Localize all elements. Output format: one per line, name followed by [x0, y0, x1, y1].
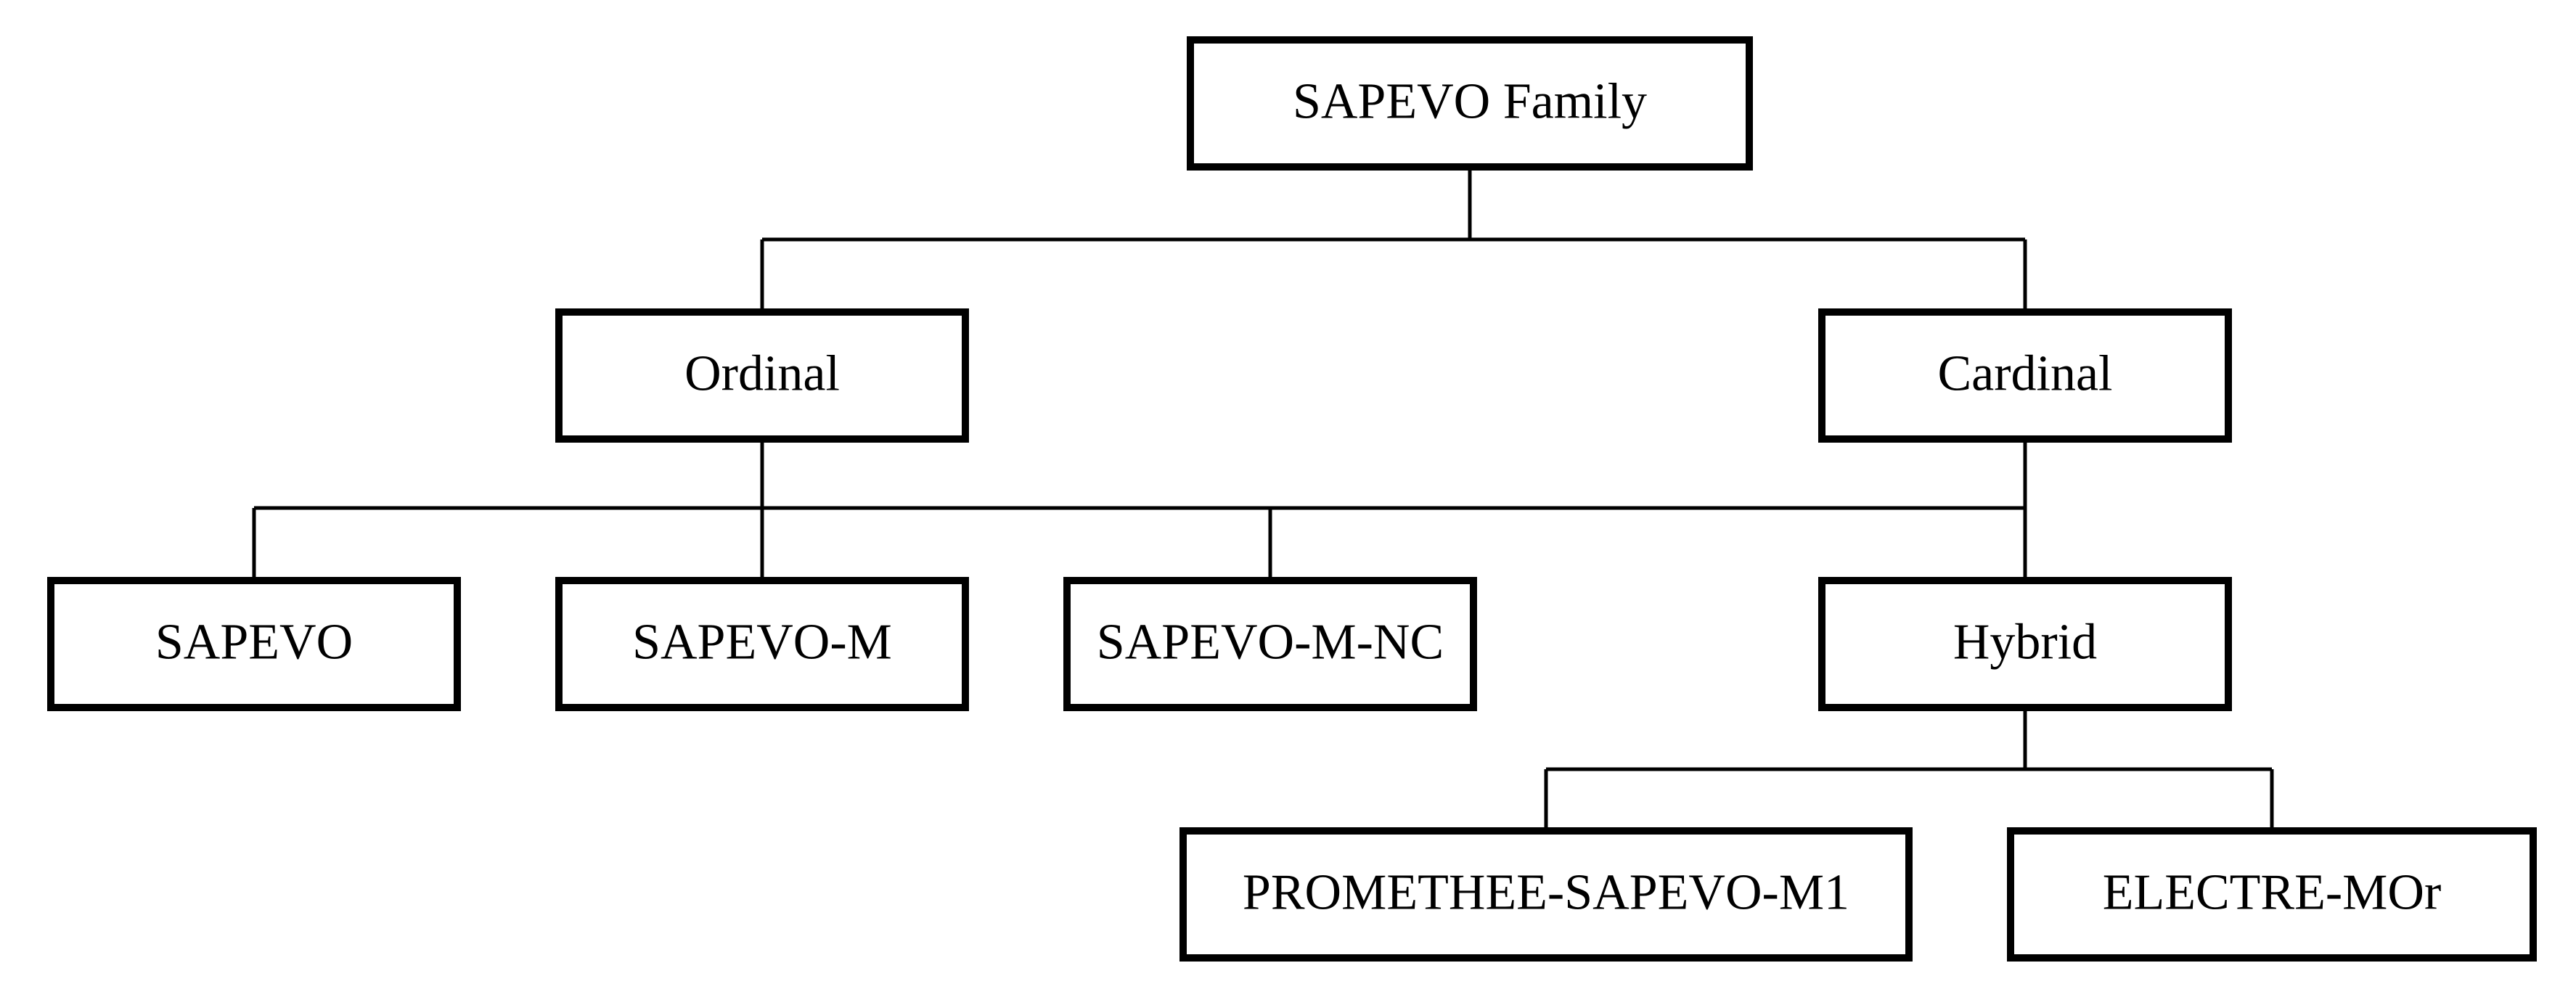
node-label: ELECTRE-MOr: [2103, 865, 2442, 921]
node-label: Ordinal: [684, 346, 840, 402]
node-label: Cardinal: [1937, 346, 2112, 402]
sapevo-tree-diagram: SAPEVO Family Ordinal Cardinal SAPEVO SAPEVO…: [0, 0, 2576, 992]
node-label: SAPEVO: [155, 615, 353, 671]
node-cardinal: Cardinal: [1822, 312, 2228, 439]
nodes-layer: SAPEVO Family Ordinal Cardinal SAPEVO SAPEVO…: [51, 40, 2533, 958]
node-label: SAPEVO-M: [632, 615, 892, 671]
node-electre: ELECTRE-MOr: [2011, 831, 2533, 958]
node-hybrid: Hybrid: [1822, 581, 2228, 708]
node-sapevomnc: SAPEVO-M-NC: [1067, 581, 1473, 708]
node-ordinal: Ordinal: [559, 312, 965, 439]
node-label: PROMETHEE-SAPEVO-M1: [1243, 865, 1849, 921]
node-root: SAPEVO Family: [1190, 40, 1749, 167]
node-label: SAPEVO Family: [1293, 74, 1647, 130]
node-label: SAPEVO-M-NC: [1097, 615, 1444, 671]
node-sapevo: SAPEVO: [51, 581, 457, 708]
edges-layer: [254, 167, 2272, 831]
node-promethee: PROMETHEE-SAPEVO-M1: [1183, 831, 1909, 958]
node-sapevom: SAPEVO-M: [559, 581, 965, 708]
node-label: Hybrid: [1953, 615, 2097, 671]
